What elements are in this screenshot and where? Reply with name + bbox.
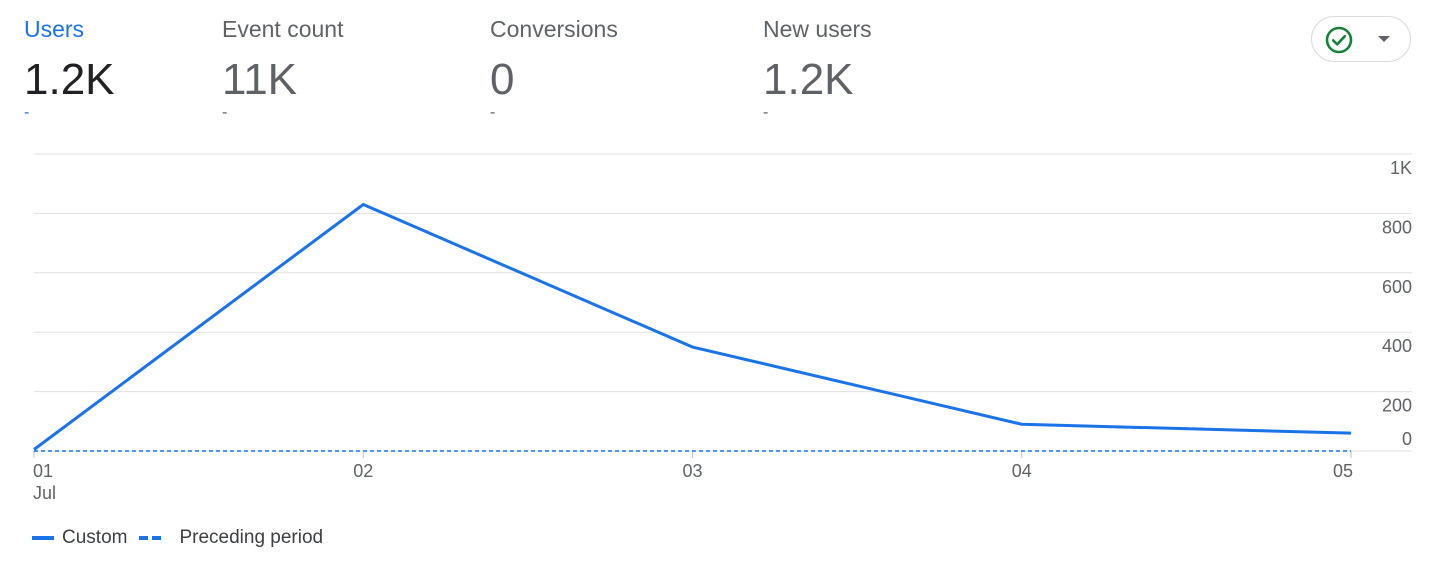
metric-value: 0 <box>490 55 515 104</box>
status-dropdown-button[interactable] <box>1311 16 1411 62</box>
y-tick-label: 0 <box>1402 429 1412 449</box>
legend-swatch-dashed <box>139 536 170 540</box>
x-tick-label: 04 <box>1012 461 1032 481</box>
y-tick-label: 600 <box>1382 277 1412 297</box>
metric-change: - <box>222 104 228 121</box>
metric-value: 1.2K <box>763 55 854 104</box>
metric-change: - <box>490 104 496 121</box>
x-tick-label: 05 <box>1333 461 1353 481</box>
legend-item-preceding-period[interactable]: Preceding period <box>139 527 323 549</box>
metric-label: Users <box>24 16 85 42</box>
metric-value: 1.2K <box>24 55 115 104</box>
metric-change: - <box>763 104 769 121</box>
arrow-drop-down-icon <box>1378 36 1390 42</box>
x-tick-label: 01 <box>33 461 53 481</box>
x-tick-label: 02 <box>353 461 373 481</box>
metric-label: Event count <box>222 16 344 42</box>
legend-item-custom[interactable]: Custom <box>32 527 127 549</box>
metric-label: Conversions <box>490 16 618 42</box>
y-tick-label: 200 <box>1382 396 1412 416</box>
metric-tab-new-users[interactable]: New users 1.2K - <box>763 14 872 121</box>
metric-value: 11K <box>222 55 298 104</box>
legend-label: Preceding period <box>179 527 324 548</box>
metric-tab-event-count[interactable]: Event count 11K - <box>222 14 343 121</box>
x-tick-label: 03 <box>682 461 702 481</box>
chart-legend: Custom Preceding period <box>32 526 335 550</box>
series-line-custom <box>33 202 1352 451</box>
metric-label: New users <box>763 16 872 42</box>
x-month-label: Jul <box>33 483 56 503</box>
metric-tab-users[interactable]: Users 1.2K - <box>24 14 115 121</box>
metric-tab-conversions[interactable]: Conversions 0 - <box>490 14 618 121</box>
check-circle-icon <box>1325 26 1353 54</box>
y-tick-label: 800 <box>1382 217 1412 237</box>
metric-change: - <box>24 104 30 121</box>
legend-label: Custom <box>62 527 128 548</box>
y-tick-label: 400 <box>1382 336 1412 356</box>
y-tick-label: 1K <box>1390 158 1412 178</box>
legend-swatch-solid <box>32 536 54 540</box>
